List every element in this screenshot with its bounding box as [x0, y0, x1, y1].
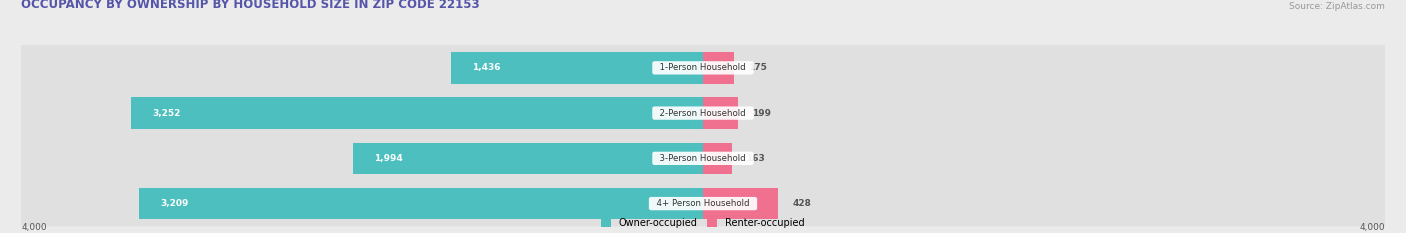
FancyBboxPatch shape — [139, 188, 703, 219]
Text: 1,994: 1,994 — [374, 154, 402, 163]
Text: 4+ Person Household: 4+ Person Household — [651, 199, 755, 208]
Text: 428: 428 — [793, 199, 811, 208]
FancyBboxPatch shape — [21, 136, 1385, 181]
FancyBboxPatch shape — [703, 97, 738, 129]
Text: 199: 199 — [752, 109, 770, 118]
Legend: Owner-occupied, Renter-occupied: Owner-occupied, Renter-occupied — [602, 218, 804, 228]
Text: 4,000: 4,000 — [21, 223, 46, 232]
Text: 4,000: 4,000 — [1360, 223, 1385, 232]
Text: OCCUPANCY BY OWNERSHIP BY HOUSEHOLD SIZE IN ZIP CODE 22153: OCCUPANCY BY OWNERSHIP BY HOUSEHOLD SIZE… — [21, 0, 479, 11]
FancyBboxPatch shape — [353, 143, 703, 174]
FancyBboxPatch shape — [21, 181, 1385, 226]
Text: 1-Person Household: 1-Person Household — [654, 63, 752, 72]
Text: 2-Person Household: 2-Person Household — [654, 109, 752, 118]
Text: Source: ZipAtlas.com: Source: ZipAtlas.com — [1289, 2, 1385, 11]
FancyBboxPatch shape — [21, 45, 1385, 91]
Text: 1,436: 1,436 — [471, 63, 501, 72]
Text: 3,209: 3,209 — [160, 199, 188, 208]
FancyBboxPatch shape — [703, 52, 734, 84]
FancyBboxPatch shape — [21, 90, 1385, 136]
Text: 3,252: 3,252 — [152, 109, 181, 118]
FancyBboxPatch shape — [131, 97, 703, 129]
Text: 175: 175 — [748, 63, 766, 72]
FancyBboxPatch shape — [450, 52, 703, 84]
Text: 3-Person Household: 3-Person Household — [654, 154, 752, 163]
FancyBboxPatch shape — [703, 143, 731, 174]
Text: 163: 163 — [745, 154, 765, 163]
FancyBboxPatch shape — [703, 188, 779, 219]
